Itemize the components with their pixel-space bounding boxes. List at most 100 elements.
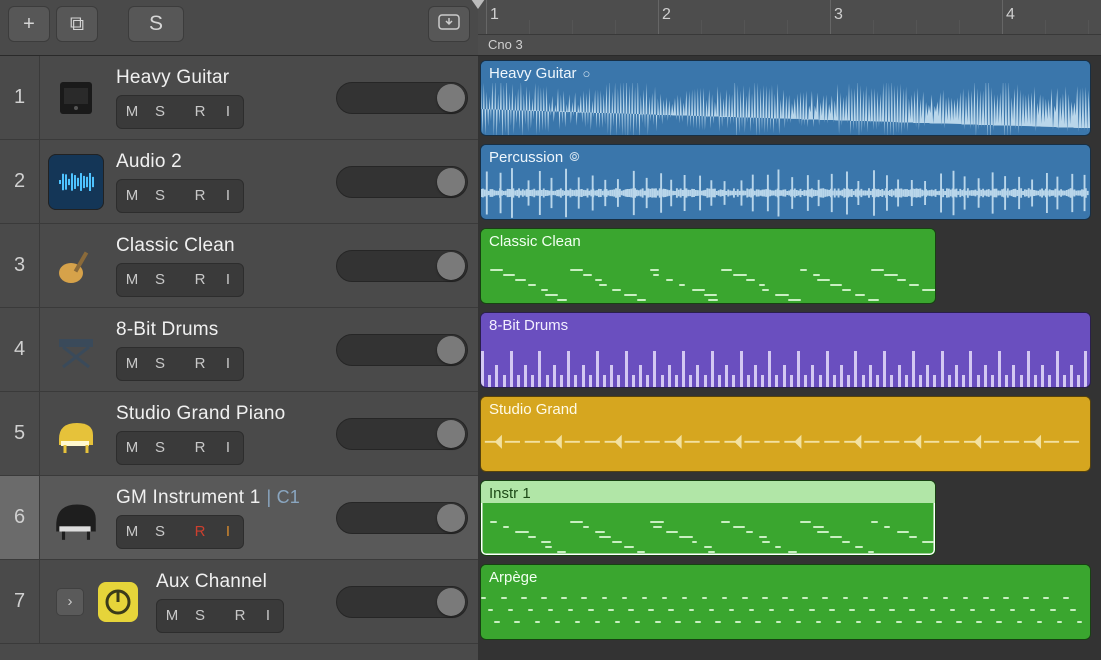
- volume-slider[interactable]: [336, 250, 468, 282]
- timeline-ruler[interactable]: 1234 Cno 3: [478, 0, 1101, 56]
- duplicate-track-button[interactable]: ⧉: [56, 6, 98, 42]
- region-label: Heavy Guitar: [489, 65, 577, 82]
- arrange-area[interactable]: Heavy Guitar ○ Percussion⦾ Classic Clean 8-B…: [478, 56, 1101, 660]
- input-monitor-button[interactable]: I: [215, 182, 241, 210]
- input-monitor-button[interactable]: I: [255, 602, 281, 630]
- track-name-label[interactable]: Heavy Guitar: [116, 67, 336, 89]
- track-header[interactable]: 4 8-Bit Drums MSRI: [0, 308, 478, 392]
- slider-knob-icon[interactable]: [437, 336, 465, 364]
- global-solo-button[interactable]: S: [128, 6, 184, 42]
- track-number: 6: [0, 476, 40, 559]
- volume-slider[interactable]: [336, 502, 468, 534]
- region[interactable]: Percussion⦾: [480, 144, 1091, 220]
- track-number: 4: [0, 308, 40, 391]
- input-monitor-button[interactable]: I: [215, 266, 241, 294]
- solo-button[interactable]: S: [147, 98, 173, 126]
- arrange-row[interactable]: Instr 1: [478, 476, 1101, 560]
- region-label: Instr 1: [489, 485, 531, 502]
- track-name-label[interactable]: Aux Channel: [156, 571, 336, 593]
- solo-button[interactable]: S: [187, 602, 213, 630]
- track-name-label[interactable]: Audio 2: [116, 151, 336, 173]
- track-header[interactable]: 6 GM Instrument 1 | C1 MSRI: [0, 476, 478, 560]
- input-monitor-button[interactable]: I: [215, 350, 241, 378]
- slider-knob-icon[interactable]: [437, 420, 465, 448]
- volume-slider[interactable]: [336, 166, 468, 198]
- record-enable-button[interactable]: R: [227, 602, 253, 630]
- slider-knob-icon[interactable]: [437, 168, 465, 196]
- region[interactable]: Studio Grand: [480, 396, 1091, 472]
- mute-button[interactable]: M: [159, 602, 185, 630]
- track-icon[interactable]: [48, 70, 104, 126]
- solo-button[interactable]: S: [147, 182, 173, 210]
- track-icon[interactable]: [48, 490, 104, 546]
- slider-knob-icon[interactable]: [437, 84, 465, 112]
- track-header[interactable]: 2Audio 2MSRI: [0, 140, 478, 224]
- solo-button[interactable]: S: [147, 266, 173, 294]
- mute-button[interactable]: M: [119, 434, 145, 462]
- plus-icon: +: [23, 13, 35, 36]
- record-enable-button[interactable]: R: [187, 182, 213, 210]
- solo-button[interactable]: S: [147, 434, 173, 462]
- track-name-label[interactable]: Classic Clean: [116, 235, 336, 257]
- arrange-row[interactable]: 8-Bit Drums: [478, 308, 1101, 392]
- track-icon[interactable]: [48, 406, 104, 462]
- region[interactable]: Classic Clean: [480, 228, 936, 304]
- catch-playhead-button[interactable]: [428, 6, 470, 42]
- arrange-row[interactable]: Studio Grand: [478, 392, 1101, 476]
- region-label: Classic Clean: [489, 233, 581, 250]
- playhead-icon[interactable]: [471, 0, 485, 9]
- record-enable-button[interactable]: R: [187, 434, 213, 462]
- track-header[interactable]: 5Studio Grand PianoMSRI: [0, 392, 478, 476]
- track-header[interactable]: 7›Aux ChannelMSRI: [0, 560, 478, 644]
- loop-icon: ⦾: [569, 149, 579, 165]
- track-icon[interactable]: [48, 238, 104, 294]
- volume-slider[interactable]: [336, 586, 468, 618]
- track-name-label[interactable]: 8-Bit Drums: [116, 319, 336, 341]
- volume-slider[interactable]: [336, 418, 468, 450]
- mute-button[interactable]: M: [119, 518, 145, 546]
- mute-button[interactable]: M: [119, 266, 145, 294]
- solo-button[interactable]: S: [147, 350, 173, 378]
- track-header[interactable]: 1Heavy GuitarMSRI: [0, 56, 478, 140]
- solo-button[interactable]: S: [147, 518, 173, 546]
- region[interactable]: 8-Bit Drums: [480, 312, 1091, 388]
- main-area: 1Heavy GuitarMSRI2Audio 2MSRI3Classic Cl…: [0, 56, 1101, 660]
- arrangement-marker[interactable]: Cno 3: [488, 37, 523, 52]
- record-enable-button[interactable]: R: [187, 518, 213, 546]
- volume-slider[interactable]: [336, 82, 468, 114]
- mute-button[interactable]: M: [119, 350, 145, 378]
- track-number: 3: [0, 224, 40, 307]
- record-enable-button[interactable]: R: [187, 350, 213, 378]
- slider-knob-icon[interactable]: [437, 588, 465, 616]
- expand-aux-button[interactable]: ›: [56, 588, 84, 616]
- msri-group: MSRI: [156, 599, 284, 633]
- loop-icon: ○: [583, 66, 591, 81]
- arrange-row[interactable]: Heavy Guitar ○: [478, 56, 1101, 140]
- arrange-row[interactable]: Percussion⦾: [478, 140, 1101, 224]
- mute-button[interactable]: M: [119, 98, 145, 126]
- solo-icon: S: [149, 12, 163, 36]
- region[interactable]: Instr 1: [480, 480, 936, 556]
- track-icon[interactable]: [90, 574, 146, 630]
- volume-slider[interactable]: [336, 334, 468, 366]
- input-monitor-button[interactable]: I: [215, 518, 241, 546]
- track-toolbar: + ⧉ S: [0, 0, 478, 56]
- track-icon[interactable]: [48, 322, 104, 378]
- region[interactable]: Heavy Guitar ○: [480, 60, 1091, 136]
- record-enable-button[interactable]: R: [187, 266, 213, 294]
- track-name-label[interactable]: Studio Grand Piano: [116, 403, 336, 425]
- add-track-button[interactable]: +: [8, 6, 50, 42]
- input-monitor-button[interactable]: I: [215, 434, 241, 462]
- slider-knob-icon[interactable]: [437, 504, 465, 532]
- input-monitor-button[interactable]: I: [215, 98, 241, 126]
- slider-knob-icon[interactable]: [437, 252, 465, 280]
- track-icon[interactable]: [48, 154, 104, 210]
- region[interactable]: Arpège: [480, 564, 1091, 640]
- track-header[interactable]: 3 Classic Clean MSRI: [0, 224, 478, 308]
- record-enable-button[interactable]: R: [187, 98, 213, 126]
- arrange-row[interactable]: Classic Clean: [478, 224, 1101, 308]
- mute-button[interactable]: M: [119, 182, 145, 210]
- arrange-row[interactable]: Arpège: [478, 560, 1101, 644]
- msri-group: MSRI: [116, 263, 244, 297]
- track-name-label[interactable]: GM Instrument 1 | C1: [116, 487, 336, 509]
